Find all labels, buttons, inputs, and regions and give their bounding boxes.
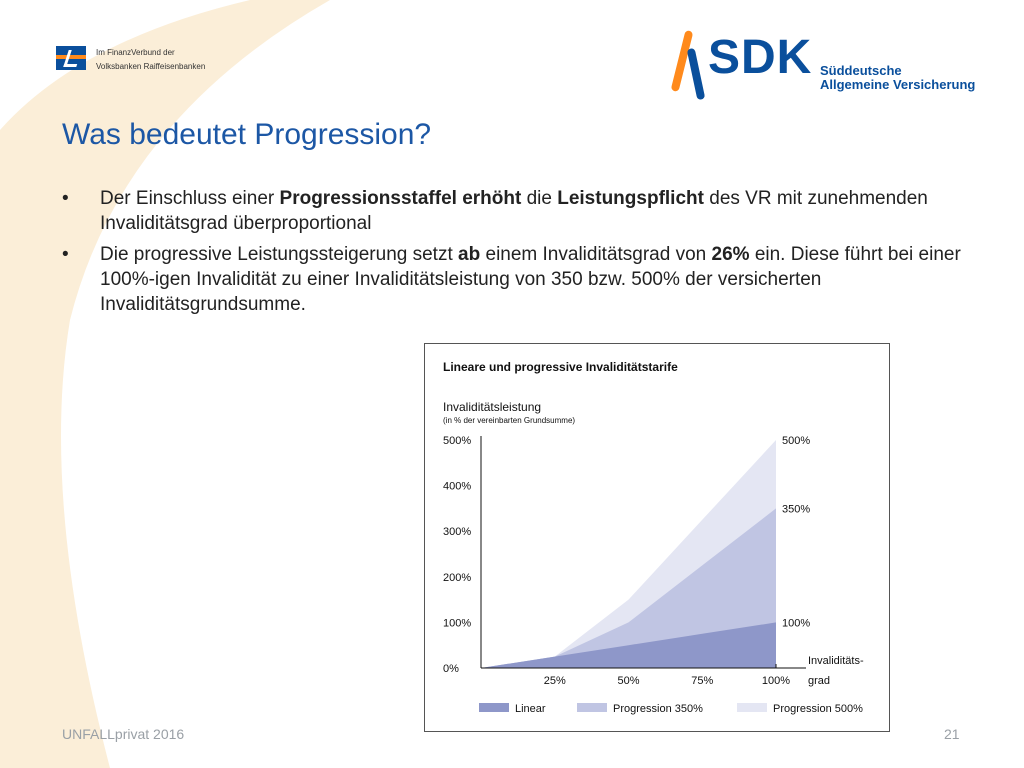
- legend-label-progression-350-: Progression 350%: [613, 703, 703, 715]
- chart-labels: 0% 100% 200% 300% 400% 500% 25% 50% 75% 100% Inval…: [443, 435, 864, 687]
- y-tick-label: 0%: [443, 663, 459, 675]
- x-tick-label: 75%: [691, 675, 713, 687]
- bullet-2-text-3: ein. Diese führt bei einer 100%-igen Inv…: [100, 244, 961, 315]
- chart-ylabel: Invaliditätsleistung: [443, 400, 541, 414]
- vr-logo-icon: [56, 46, 86, 70]
- end-label-progression-350-: 350%: [782, 503, 810, 515]
- end-label-progression-500-: 500%: [782, 435, 810, 447]
- bullet-2-text-1: Die progressive Leistungssteigerung setz…: [100, 244, 459, 265]
- legend-label-linear: Linear: [515, 703, 546, 715]
- vr-logo-line1: Im FinanzVerbund der: [96, 48, 175, 57]
- x-tick-label: 50%: [617, 675, 639, 687]
- bullet-list: Der Einschluss einer Progressionsstaffel…: [62, 186, 962, 323]
- sdk-logo: SDK Süddeutsche Allgemeine Versicherung: [670, 24, 984, 104]
- bullet-1-text-2: die: [521, 188, 558, 209]
- y-tick-label: 200%: [443, 572, 471, 584]
- legend-swatch-progression-500-: [737, 703, 767, 712]
- chart-ylabel-sub: (in % der vereinbarten Grundsumme): [443, 416, 575, 425]
- chart-axes: [480, 436, 806, 669]
- sdk-logo-line2: Allgemeine Versicherung: [820, 77, 976, 92]
- legend-swatch-progression-350-: [577, 703, 607, 712]
- bullet-1-text-1: Der Einschluss einer: [100, 188, 280, 209]
- bullet-2-bold-2: 26%: [711, 244, 750, 265]
- sdk-logo-blue-bar-icon: [686, 47, 706, 101]
- chart-figure: Lineare und progressive Invaliditätstari…: [424, 343, 890, 732]
- y-tick-label: 300%: [443, 526, 471, 538]
- y-tick-label: 500%: [443, 435, 471, 447]
- volksbanken-logo: Im FinanzVerbund der Volksbanken Raiffei…: [56, 46, 205, 74]
- footer-text: UNFALLprivat 2016: [62, 726, 185, 742]
- bullet-2-bold-1: ab: [458, 244, 481, 265]
- chart-legend: Linear Progression 350% Progression 500%: [479, 703, 863, 715]
- vr-logo-text: Im FinanzVerbund der Volksbanken Raiffei…: [96, 46, 205, 74]
- sdk-logo-subtitle: Süddeutsche Allgemeine Versicherung: [820, 64, 975, 92]
- x-tick-label: 25%: [544, 675, 566, 687]
- x-tick-label: 100%: [762, 675, 790, 687]
- area-progression-350-: [481, 508, 776, 668]
- y-tick-label: 400%: [443, 481, 471, 493]
- bullet-2-text-2: einem Invaliditätsgrad von: [480, 244, 712, 265]
- page-number: 21: [944, 726, 960, 742]
- bullet-item-1: Der Einschluss einer Progressionsstaffel…: [62, 186, 962, 236]
- chart-svg: Lineare und progressive Invaliditätstari…: [443, 360, 864, 715]
- legend-swatch-linear: [479, 703, 509, 712]
- chart-title: Lineare und progressive Invaliditätstari…: [443, 360, 678, 374]
- sdk-logo-line1: Süddeutsche: [820, 63, 902, 78]
- chart-areas: [481, 440, 776, 668]
- legend-label-progression-500-: Progression 500%: [773, 703, 863, 715]
- end-label-linear: 100%: [782, 617, 810, 629]
- bullet-1-bold-2: Leistungspflicht: [557, 188, 704, 209]
- x-axis-label-line1: Invaliditäts-: [808, 655, 864, 667]
- bullet-item-2: Die progressive Leistungssteigerung setz…: [62, 242, 962, 317]
- x-axis-label-line2: grad: [808, 675, 830, 687]
- y-tick-label: 100%: [443, 617, 471, 629]
- bullet-1-bold-1: Progressionsstaffel erhöht: [279, 188, 522, 209]
- page-title: Was bedeutet Progression?: [62, 118, 432, 151]
- vr-logo-line2: Volksbanken Raiffeisenbanken: [96, 62, 206, 71]
- bullet-1-text-3: des VR mit zunehmenden Invaliditätsgrad …: [100, 188, 928, 234]
- sdk-logo-word: SDK: [708, 31, 813, 84]
